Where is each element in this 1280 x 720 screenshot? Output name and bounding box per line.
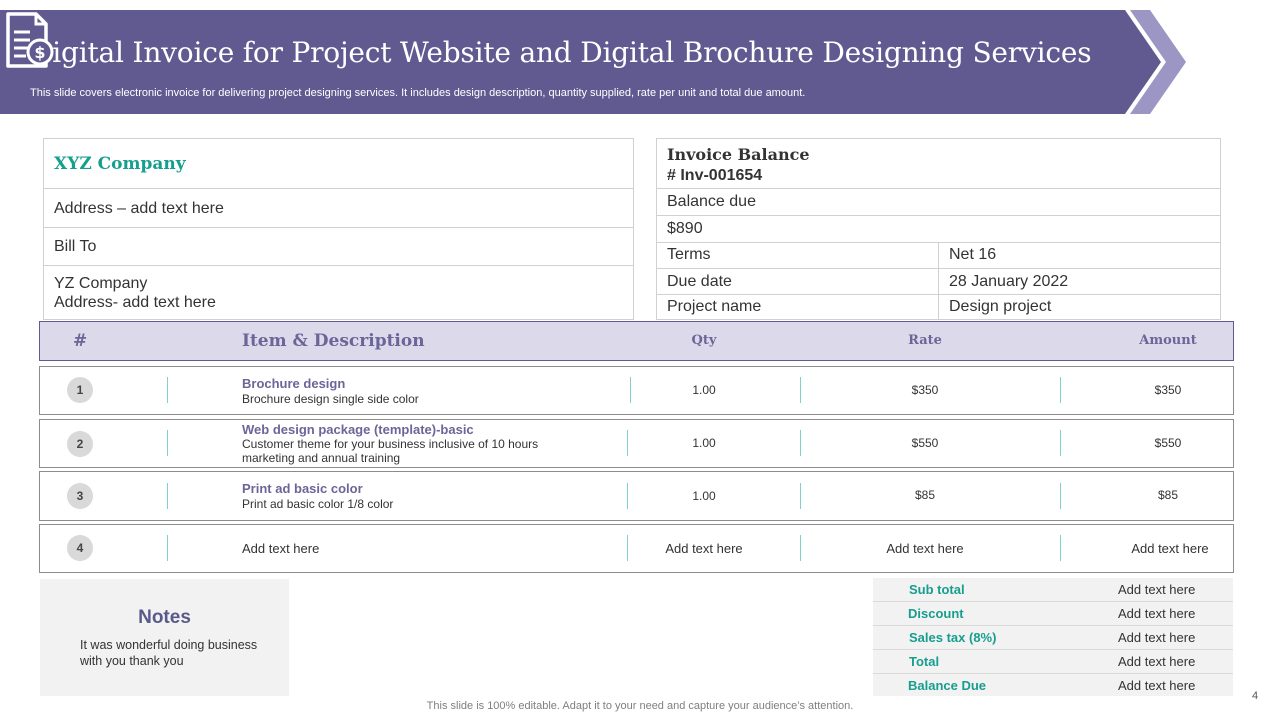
discount-value: Add text here	[1118, 606, 1196, 621]
client-address: Address- add text here	[54, 294, 216, 311]
header-amount: Amount	[1139, 333, 1197, 348]
header-num: #	[73, 331, 88, 351]
item-title: Brochure design	[242, 376, 346, 391]
company-name: XYZ Company	[44, 139, 633, 189]
discount-row: Discount Add text here	[873, 602, 1233, 626]
banner-shape	[0, 10, 1186, 114]
balance-due-row: Balance Due Add text here	[873, 674, 1233, 698]
balance-due-total-label: Balance Due	[908, 678, 987, 693]
invoice-balance-box: Invoice Balance # Inv-001654 Balance due…	[656, 138, 1221, 320]
row-number: 3	[67, 483, 93, 509]
company-address: Address – add text here	[44, 189, 633, 228]
notes-box: Notes It was wonderful doing business wi…	[40, 579, 289, 696]
total-row: Total Add text here	[873, 650, 1233, 674]
item-qty: 1.00	[692, 436, 716, 450]
item-amount: $350	[1154, 383, 1182, 397]
svg-text:$: $	[34, 43, 45, 62]
balance-due-total-value: Add text here	[1118, 678, 1196, 693]
footer-note: This slide is 100% editable. Adapt it to…	[426, 700, 854, 712]
row-number: 2	[67, 431, 93, 457]
item-qty: 1.00	[692, 489, 716, 503]
subtotal-label: Sub total	[909, 582, 965, 597]
table-row: 4 Add text here Add text here Add text h…	[39, 524, 1234, 573]
header-banner: Digital Invoice for Project Website and …	[0, 10, 1190, 114]
client-name: YZ Company	[54, 275, 148, 292]
due-date-label: Due date	[667, 273, 732, 290]
item-title: Add text here	[242, 541, 320, 556]
terms-label: Terms	[667, 246, 711, 263]
items-table-header: # Item & Description Qty Rate Amount	[39, 321, 1234, 361]
company-info-box: XYZ Company Address – add text here Bill…	[43, 138, 634, 320]
invoice-balance-title: Invoice Balance	[667, 145, 810, 164]
invoice-number: # Inv-001654	[667, 167, 763, 184]
item-amount: Add text here	[1131, 541, 1209, 556]
item-rate: $550	[911, 436, 939, 450]
balance-due-label: Balance due	[667, 193, 756, 210]
totals-box: Sub total Add text here Discount Add tex…	[873, 578, 1233, 696]
page-title: Digital Invoice for Project Website and …	[30, 36, 1092, 69]
discount-label: Discount	[908, 606, 964, 621]
terms-value: Net 16	[949, 246, 997, 263]
item-amount: $85	[1157, 488, 1179, 502]
header-rate: Rate	[908, 333, 942, 348]
table-row: 3 Print ad basic color Print ad basic co…	[39, 471, 1234, 521]
due-date-value: 28 January 2022	[949, 273, 1069, 290]
header-item: Item & Description	[242, 331, 425, 351]
item-rate: $85	[914, 488, 936, 502]
header-qty: Qty	[691, 333, 717, 348]
item-qty: Add text here	[665, 541, 743, 556]
project-name-label: Project name	[667, 298, 762, 315]
notes-text: It was wonderful doing business with you…	[80, 638, 258, 668]
sales-tax-label: Sales tax (8%)	[909, 630, 997, 645]
invoice-dollar-icon: $	[6, 12, 54, 68]
total-label: Total	[909, 654, 940, 669]
page-number: 4	[1252, 690, 1259, 702]
item-rate: $350	[911, 383, 939, 397]
item-qty: 1.00	[692, 383, 716, 397]
item-title: Print ad basic color	[242, 481, 363, 496]
item-amount: $550	[1154, 436, 1182, 450]
balance-due-value: $890	[667, 220, 703, 237]
sales-tax-row: Sales tax (8%) Add text here	[873, 626, 1233, 650]
item-description: Customer theme for your business inclusi…	[242, 437, 539, 465]
page-subtitle: This slide covers electronic invoice for…	[30, 87, 806, 99]
notes-title: Notes	[138, 607, 191, 628]
item-rate: Add text here	[886, 541, 964, 556]
item-description: Print ad basic color 1/8 color	[242, 497, 394, 511]
item-description: Brochure design single side color	[242, 392, 419, 406]
item-title: Web design package (template)-basic	[242, 422, 474, 437]
total-value: Add text here	[1118, 654, 1196, 669]
subtotal-row: Sub total Add text here	[873, 578, 1233, 602]
row-number: 1	[67, 377, 93, 403]
bill-to-label: Bill To	[44, 228, 633, 266]
table-row: 1 Brochure design Brochure design single…	[39, 366, 1234, 415]
project-name-value: Design project	[949, 298, 1052, 315]
subtotal-value: Add text here	[1118, 582, 1196, 597]
table-row: 2 Web design package (template)-basic Cu…	[39, 419, 1234, 468]
bill-to-details: YZ Company Address- add text here	[44, 266, 633, 320]
row-number: 4	[67, 535, 93, 561]
sales-tax-value: Add text here	[1118, 630, 1196, 645]
